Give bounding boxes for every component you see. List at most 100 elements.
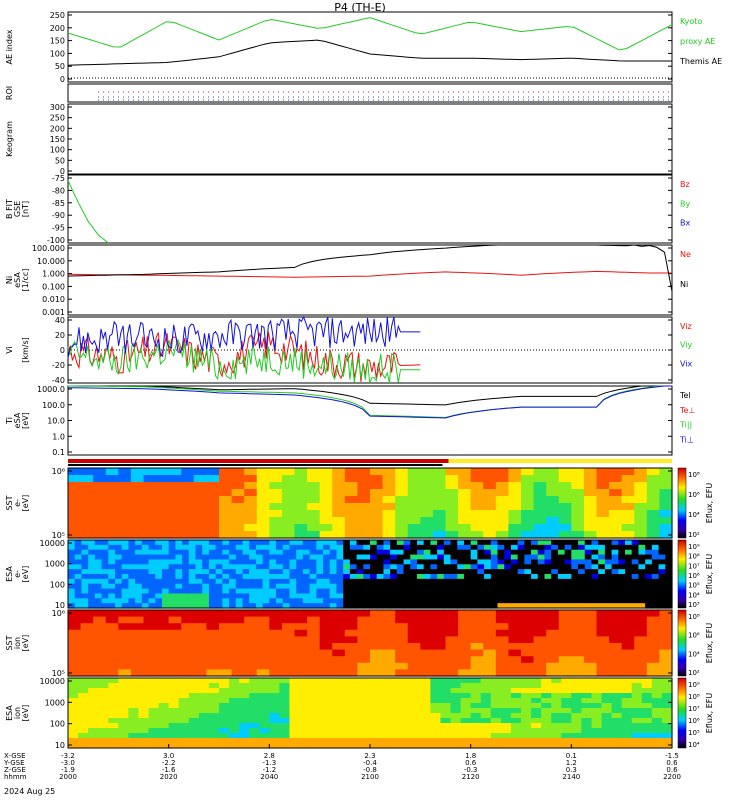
esa_i-pixel	[621, 728, 633, 734]
sst_i-pixel	[281, 623, 296, 631]
sst_e-pixel	[596, 517, 610, 525]
esa_e-pixel	[343, 559, 351, 565]
esa_i-pixel	[430, 678, 442, 684]
esa_e-pixel	[551, 574, 559, 580]
esa_e-pixel	[531, 559, 539, 565]
esa_i-pixel	[510, 728, 522, 734]
sst_e-pixel	[244, 503, 258, 511]
esa_i-pixel	[269, 708, 280, 714]
esa_i-pixel	[128, 728, 140, 734]
esa_e-pixel	[141, 569, 150, 575]
esa_e-pixel	[604, 578, 613, 585]
esa_i-pixel	[319, 708, 331, 714]
esa_e-pixel	[269, 583, 277, 590]
sst_e-pixel	[269, 510, 283, 518]
esa_e-pixel	[336, 544, 344, 551]
esa_e-pixel	[81, 559, 89, 565]
esa_e-pixel	[128, 564, 136, 570]
esa_e-pixel	[631, 554, 640, 561]
esa_e-pixel	[524, 554, 532, 561]
esa_e-pixel	[376, 554, 385, 561]
esa_e-pixel	[302, 593, 311, 599]
esa_e-pixel	[135, 559, 143, 565]
esa_e-pixel	[497, 583, 505, 590]
esa_e-pixel	[457, 583, 465, 590]
esa_i-pixel	[269, 678, 280, 684]
sst_e-pixel	[659, 531, 673, 539]
esa_e-pixel	[343, 593, 351, 599]
esa_i-pixel	[440, 718, 452, 724]
esa_i-pixel	[450, 718, 462, 724]
esa_i-pixel	[500, 688, 512, 694]
sst_i-pixel	[294, 610, 308, 618]
sst_e-pixel	[357, 524, 371, 532]
sst_e-pixel	[558, 482, 572, 490]
sst_i-pixel	[344, 616, 359, 624]
sst_i-pixel	[80, 636, 94, 644]
esa_i-pixel	[309, 738, 321, 744]
esa_i-pixel	[581, 718, 593, 724]
sst_i-pixel	[382, 616, 396, 624]
esa_e-pixel	[114, 583, 123, 590]
sst_e-pixel	[93, 468, 107, 476]
sst_e-pixel	[495, 496, 510, 504]
sst_i-pixel	[269, 662, 283, 670]
esa_e-pixel	[155, 564, 163, 570]
esa_e-pixel	[450, 540, 458, 546]
esa_e-pixel	[544, 583, 552, 590]
esa_e-pixel	[88, 578, 96, 585]
esa_e-pixel	[403, 578, 411, 585]
esa_i-pixel	[229, 708, 240, 714]
esa_i-pixel	[118, 708, 129, 714]
esa_e-pixel	[544, 603, 552, 609]
sst_e-pixel	[546, 531, 560, 539]
esa_e-pixel	[215, 588, 223, 595]
sst_i-pixel	[269, 616, 283, 624]
esa_e-pixel	[625, 574, 633, 580]
sst_e-pixel	[294, 489, 308, 497]
esa_i-pixel	[319, 738, 331, 744]
sst_i-pixel	[370, 662, 384, 670]
esa_i-pixel	[510, 708, 522, 714]
esa_e-pixel	[645, 554, 653, 561]
esa_i-pixel	[400, 703, 411, 709]
sst_i-pixel	[445, 656, 459, 664]
sst_e-pixel	[357, 482, 371, 490]
esa_e-pixel	[343, 574, 351, 580]
esa_e-pixel	[410, 569, 418, 575]
esa_e-pixel	[74, 578, 83, 585]
esa_e-pixel	[658, 598, 666, 604]
esa_e-pixel	[537, 588, 546, 595]
sst_i-pixel	[432, 636, 447, 644]
esa_e-pixel	[114, 598, 123, 604]
esa_e-pixel	[564, 588, 572, 595]
esa_e-pixel	[81, 583, 89, 590]
esa_e-pixel	[269, 588, 277, 595]
esa_e-pixel	[604, 574, 613, 580]
sst_e-pixel	[571, 482, 585, 490]
esa_i-pixel	[128, 698, 140, 704]
esa_i-pixel	[480, 703, 492, 709]
esa_e-pixel	[262, 540, 270, 546]
sst_e-pixel	[634, 496, 648, 504]
esa_i-pixel	[641, 718, 653, 724]
esa_e-pixel	[141, 559, 150, 565]
sst_i-pixel	[483, 662, 497, 670]
sst_e-pixel	[156, 531, 170, 539]
esa_e-pixel	[74, 574, 83, 580]
esa_e-pixel	[363, 574, 371, 580]
esa_e-pixel	[611, 559, 619, 565]
sst_e-pixel	[80, 531, 94, 539]
esa_e-pixel	[88, 588, 96, 595]
esa_i-pixel	[309, 703, 321, 709]
esa_i-pixel	[78, 713, 89, 719]
esa_e-pixel	[423, 578, 431, 585]
esa_i-pixel	[219, 738, 230, 744]
esa_e-pixel	[477, 574, 485, 580]
esa_e-pixel	[128, 588, 136, 595]
esa_e-pixel	[510, 554, 519, 561]
esa_i-pixel	[219, 718, 230, 724]
esa_i-pixel	[400, 698, 411, 704]
sst_i-pixel	[508, 649, 522, 657]
sst_i-pixel	[294, 636, 308, 644]
